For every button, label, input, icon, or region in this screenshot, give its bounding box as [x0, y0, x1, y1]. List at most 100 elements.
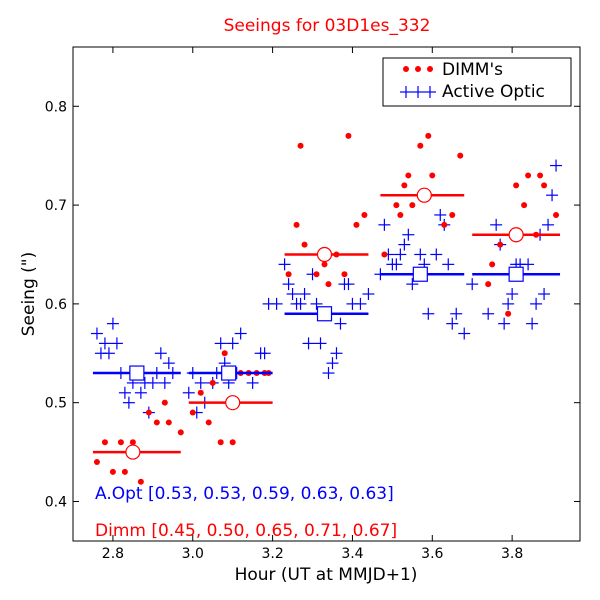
dimm-point [353, 221, 360, 228]
dimm-point [525, 172, 532, 179]
legend-dimm-label: DIMM's [442, 60, 503, 80]
aopt-point [326, 357, 339, 370]
aopt-point [506, 288, 519, 300]
aopt-point [214, 337, 227, 350]
legend-dimm-marker [403, 66, 433, 72]
aopt-point [422, 307, 435, 320]
aopt-point [414, 248, 427, 261]
aopt-point [98, 337, 111, 350]
aopt-point [342, 278, 355, 291]
legend-dimm-dot [415, 66, 421, 72]
y-tick-label: 0.8 [45, 99, 67, 115]
dimm-mean-marker [416, 187, 432, 203]
aopt-point [278, 258, 291, 271]
dimm-point [457, 152, 464, 159]
x-tick-label: 3.0 [182, 546, 204, 562]
dimm-point [553, 211, 560, 218]
aopt-point [106, 317, 119, 330]
aopt-point [294, 297, 307, 310]
legend-box [382, 57, 572, 107]
dimm-point [129, 439, 136, 446]
dimm-point [285, 271, 292, 278]
dimm-point [293, 221, 300, 228]
y-tick-label: 0.5 [45, 396, 67, 412]
chart-title: Seeings for 03D1es_332 [224, 16, 431, 36]
dimm-point [341, 271, 348, 278]
dimm-point [313, 271, 320, 278]
legend-aopt-plus [412, 86, 424, 98]
dimm-point [153, 419, 160, 426]
dimm-point [409, 202, 416, 209]
dimm-point [405, 172, 412, 179]
aopt-point [226, 337, 239, 350]
dimm-point [205, 419, 212, 426]
axis-ticks: 2.8 3.0 3.2 3.4 3.6 3.8 0.4 0.5 0.6 0.7 0.8 [45, 47, 580, 562]
aopt-point [406, 278, 419, 291]
dimm-point [505, 310, 512, 317]
aopt-point [550, 159, 563, 172]
dimm-point [429, 172, 436, 179]
y-tick-label: 0.7 [45, 198, 67, 214]
aopt-point [122, 396, 135, 409]
dimm-point [93, 458, 100, 465]
aopt-point [458, 327, 471, 340]
aopt-point [502, 297, 515, 310]
aopt-point [530, 297, 543, 310]
aopt-point [162, 357, 175, 370]
dimm-point [417, 142, 424, 149]
aopt-point [334, 317, 347, 330]
x-tick-label: 2.8 [102, 546, 124, 562]
aopt-point [542, 218, 555, 231]
legend-aopt-label: Active Optic [442, 82, 545, 102]
aopt-point [402, 228, 415, 241]
y-tick-label: 0.6 [45, 297, 67, 313]
aopt-point [310, 297, 323, 310]
aopt-point [118, 386, 131, 399]
legend-dimm-dot [403, 66, 409, 72]
aopt-point [394, 248, 407, 261]
dimm-point [145, 409, 152, 416]
aopt-point [270, 297, 283, 310]
dimm-point [165, 419, 172, 426]
aopt-point [314, 337, 327, 350]
dimm-point [521, 202, 528, 209]
plot-frame [72, 46, 581, 542]
aopt-point [522, 258, 535, 271]
dimm-point [537, 172, 544, 179]
aopt-point [194, 376, 207, 389]
aopt-point [154, 347, 167, 360]
dimm-mean-marker [508, 227, 524, 243]
aopt-point [354, 297, 367, 310]
dimm-point [121, 468, 128, 475]
dimm-point [513, 182, 520, 189]
dimm-point [221, 350, 228, 357]
dimm-point [217, 439, 224, 446]
dimm-point [541, 182, 548, 189]
aopt-point [258, 347, 271, 360]
dimm-point [361, 211, 368, 218]
dimm-point [381, 251, 388, 258]
aopt-point [246, 376, 259, 389]
dimm-point [497, 241, 504, 248]
dimm-point [449, 211, 456, 218]
x-axis-label: Hour (UT at MMJD+1) [235, 565, 418, 585]
aopt-point [546, 189, 559, 202]
legend-dimm-dot [427, 66, 433, 72]
aopt-point [330, 347, 343, 360]
aopt-point [362, 288, 375, 300]
dimm-point [485, 281, 492, 288]
aopt-annotation: A.Opt [0.53, 0.53, 0.59, 0.63, 0.63] [95, 484, 394, 504]
y-axis-label: Seeing (") [19, 252, 39, 337]
aopt-point [182, 386, 195, 399]
aopt-point [134, 386, 147, 399]
x-tick-label: 3.2 [261, 546, 283, 562]
aopt-point [490, 218, 503, 231]
dimm-point [117, 439, 124, 446]
aopt-point [302, 337, 315, 350]
aopt-mean-marker [316, 306, 333, 322]
aopt-mean-marker [129, 365, 145, 381]
dimm-point [297, 142, 304, 149]
dimm-point [401, 182, 408, 189]
legend: DIMM's Active Optic [382, 57, 572, 107]
